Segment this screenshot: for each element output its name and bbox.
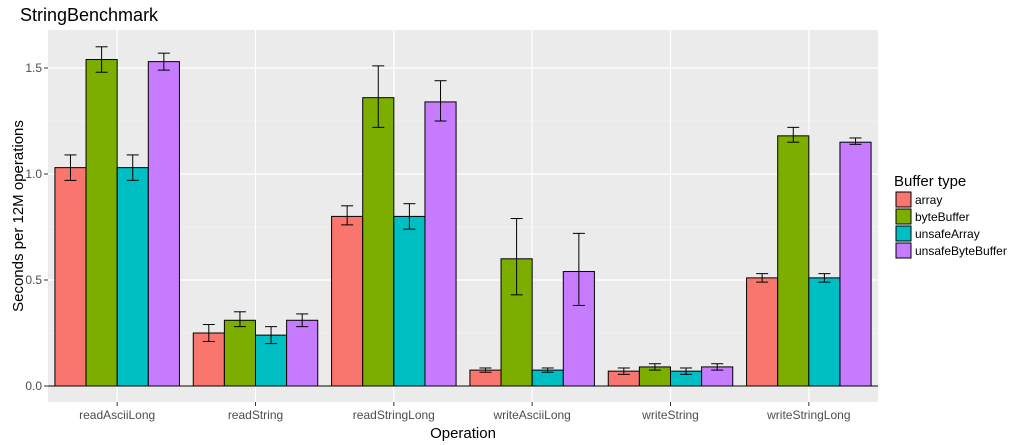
legend-label-unsafeArray: unsafeArray — [915, 227, 980, 241]
bars — [54, 59, 872, 387]
bar-unsafeByteBuffer-readString — [286, 319, 319, 387]
bar-byteBuffer-readString — [223, 319, 256, 387]
errorbar-array-writeStringLong — [756, 273, 769, 283]
bar-unsafeArray-readStringLong — [393, 215, 426, 387]
bar-array-readStringLong — [331, 215, 364, 387]
errorbar-byteBuffer-readAsciiLong — [95, 46, 108, 73]
errorbar-unsafeByteBuffer-readString — [296, 313, 309, 328]
errorbar-unsafeByteBuffer-writeStringLong — [849, 137, 862, 145]
bar-unsafeByteBuffer-writeStringLong — [839, 141, 872, 387]
errorbar-unsafeArray-writeAsciiLong — [541, 367, 554, 373]
bar-array-writeStringLong — [746, 277, 779, 387]
bar-unsafeByteBuffer-readStringLong — [424, 101, 457, 387]
bar-unsafeByteBuffer-readAsciiLong — [147, 61, 180, 387]
legend-key-unsafeByteBuffer — [895, 242, 912, 259]
bar-byteBuffer-readStringLong — [362, 97, 395, 387]
plot-panel — [48, 30, 878, 402]
errorbar-unsafeArray-readStringLong — [403, 203, 416, 230]
legend-title: Buffer type — [894, 173, 966, 190]
errorbar-array-writeString — [617, 367, 630, 375]
y-tick-label: 0.0 — [25, 379, 42, 393]
legend-key-byteBuffer — [895, 208, 912, 225]
errorbar-unsafeArray-readAsciiLong — [126, 154, 139, 181]
errorbar-byteBuffer-readStringLong — [372, 65, 385, 128]
y-tick-label: 1.0 — [25, 167, 42, 181]
bar-byteBuffer-writeStringLong — [777, 135, 810, 387]
errorbar-byteBuffer-writeString — [648, 363, 661, 371]
y-tick-label: 0.5 — [25, 273, 42, 287]
y-tick-label: 1.5 — [25, 61, 42, 75]
errorbar-unsafeByteBuffer-readAsciiLong — [157, 52, 170, 71]
errorbar-array-readAsciiLong — [64, 154, 77, 181]
errorbar-byteBuffer-writeStringLong — [787, 126, 800, 143]
errorbar-unsafeArray-readString — [265, 326, 278, 345]
x-tick-label: readStringLong — [353, 408, 435, 422]
legend-key-array — [895, 191, 912, 208]
x-tick-label: readAsciiLong — [79, 408, 155, 422]
errorbar-byteBuffer-readString — [233, 311, 246, 328]
bar-unsafeArray-readAsciiLong — [116, 167, 149, 387]
x-tick-label: writeStringLong — [766, 408, 850, 422]
bar-array-readAsciiLong — [54, 167, 87, 387]
errorbar-array-readStringLong — [341, 205, 354, 226]
errorbar-unsafeArray-writeStringLong — [818, 273, 831, 283]
error-bars — [48, 46, 878, 387]
errorbar-array-readString — [202, 324, 215, 342]
errorbar-unsafeByteBuffer-writeString — [711, 363, 724, 371]
y-axis-title: Seconds per 12M operations — [10, 120, 27, 312]
errorbar-unsafeByteBuffer-writeAsciiLong — [572, 232, 585, 306]
chart-title: StringBenchmark — [20, 5, 159, 25]
errorbar-unsafeArray-writeString — [680, 367, 693, 375]
legend-label-byteBuffer: byteBuffer — [915, 210, 969, 224]
x-tick-label: writeString — [641, 408, 699, 422]
y-axis-ticks: 0.0 0.5 1.0 1.5 — [25, 61, 48, 393]
x-axis-title: Operation — [430, 425, 496, 442]
x-tick-label: readString — [228, 408, 283, 422]
errorbar-byteBuffer-writeAsciiLong — [510, 218, 523, 296]
bar-unsafeArray-writeStringLong — [808, 277, 841, 387]
legend-label-unsafeByteBuffer: unsafeByteBuffer — [915, 244, 1007, 258]
legend-key-unsafeArray — [895, 225, 912, 242]
x-axis-ticks: readAsciiLong readString readStringLong wri… — [79, 402, 851, 422]
errorbar-array-writeAsciiLong — [479, 367, 492, 373]
legend: Buffer type array byteBuffer unsafeArray un… — [894, 173, 1007, 259]
errorbar-unsafeByteBuffer-readStringLong — [434, 80, 447, 122]
bar-byteBuffer-readAsciiLong — [85, 59, 118, 387]
legend-label-array: array — [915, 193, 942, 207]
x-tick-label: writeAsciiLong — [492, 408, 570, 422]
